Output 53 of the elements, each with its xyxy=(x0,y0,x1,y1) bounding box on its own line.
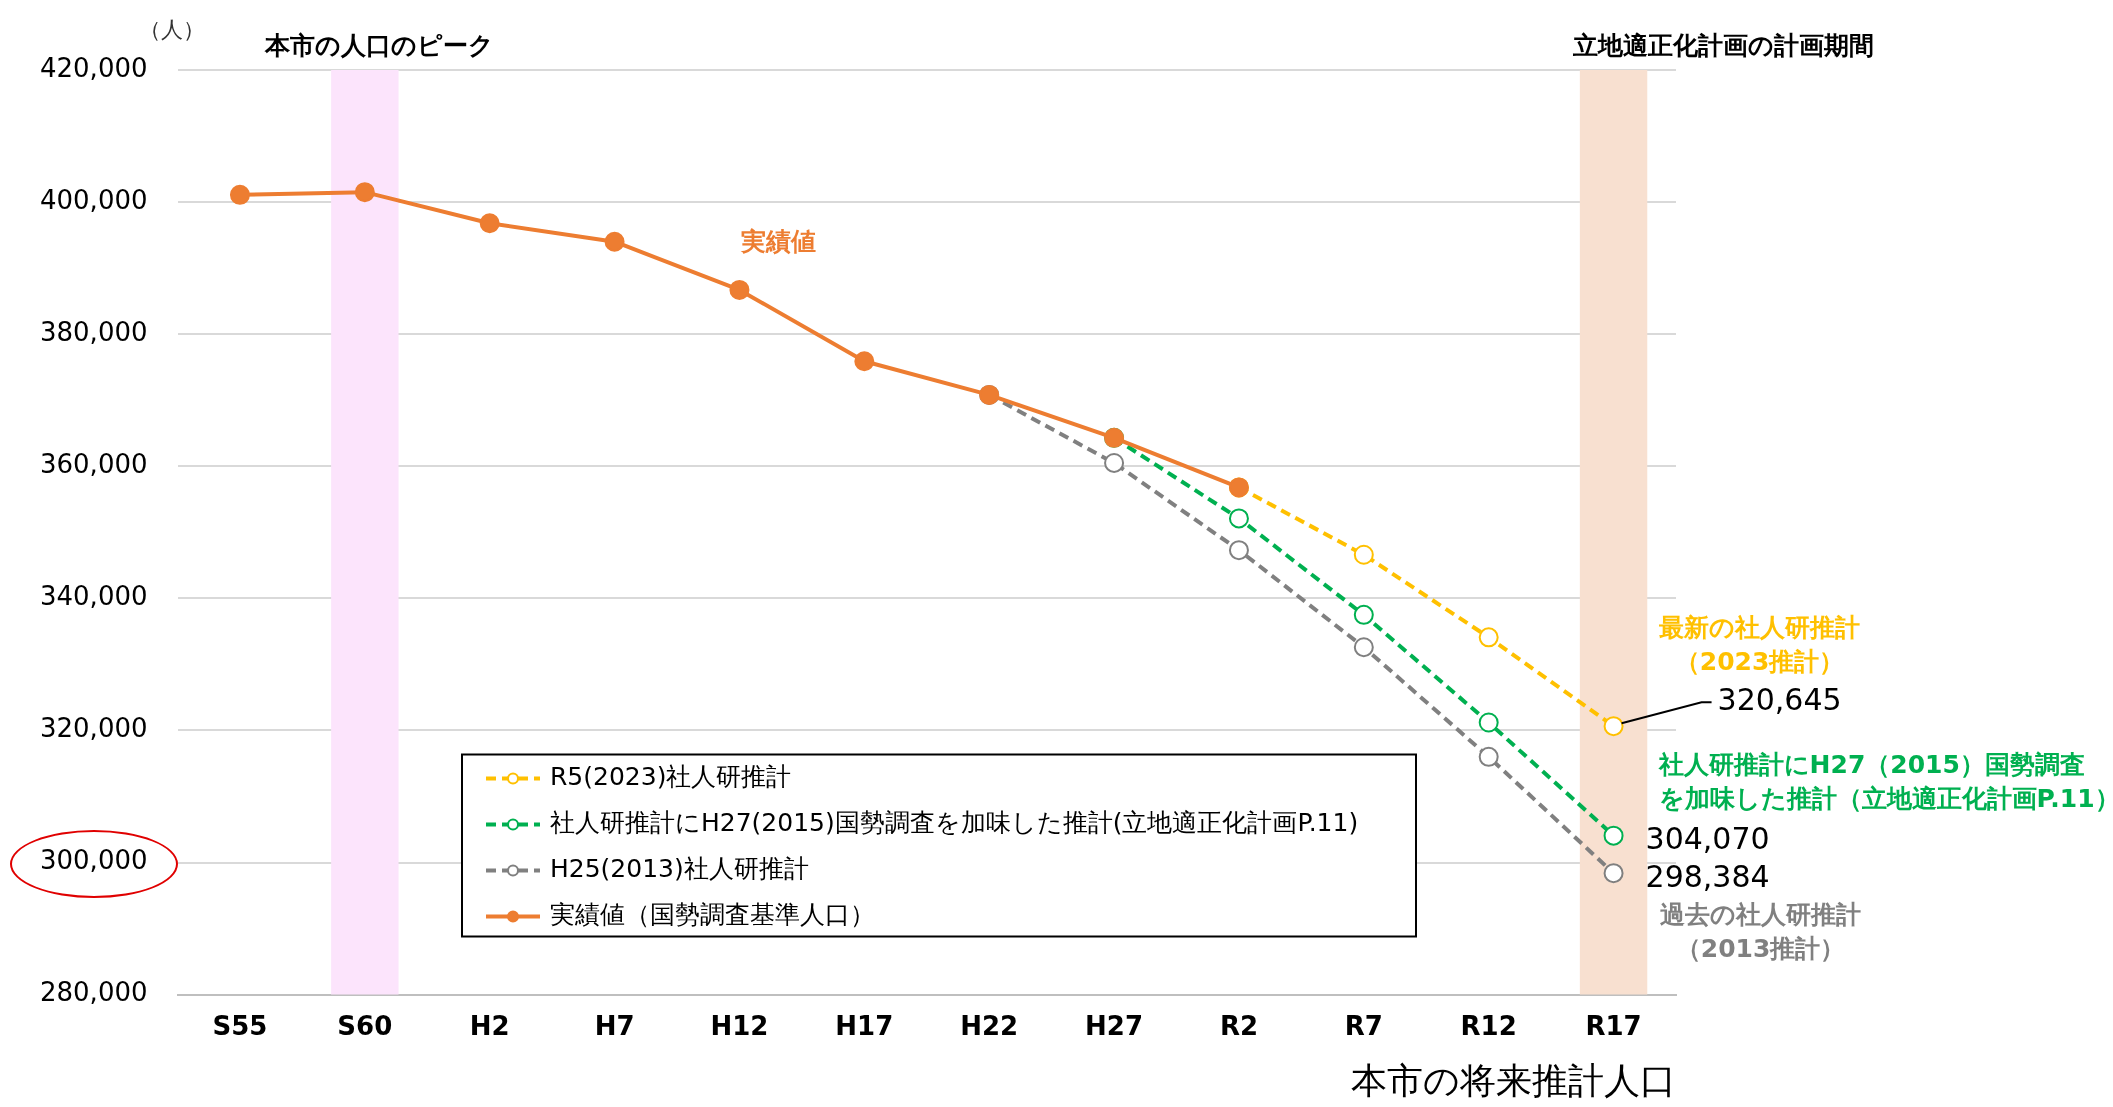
x-tick-label: R7 xyxy=(1344,1010,1383,1041)
annotation: 過去の社人研推計（2013推計） xyxy=(1660,899,1862,963)
text: 本市の将来推計人口 xyxy=(1351,1059,1676,1101)
point xyxy=(604,231,625,252)
legend-label: H25(2013)社人研推計 xyxy=(550,854,809,884)
annotation: 最新の社人研推計（2023推計） xyxy=(1658,612,1861,676)
legend-label: R5(2023)社人研推計 xyxy=(550,762,792,792)
y-tick-label: 300,000 xyxy=(39,845,148,876)
point xyxy=(1353,637,1374,658)
data-label: 304,070 xyxy=(1645,821,1770,857)
point xyxy=(1353,544,1374,565)
x-tick-label: H7 xyxy=(594,1010,635,1041)
point xyxy=(1228,540,1249,561)
data-label: 298,384 xyxy=(1645,858,1770,894)
point xyxy=(1603,863,1624,884)
x-tick-label: S60 xyxy=(337,1010,393,1041)
y-tick-label: 420,000 xyxy=(39,52,148,83)
point xyxy=(1603,825,1624,846)
point xyxy=(1104,452,1125,473)
point xyxy=(354,182,375,203)
x-tick-label: H12 xyxy=(710,1010,769,1041)
y-tick-label: 280,000 xyxy=(39,977,148,1008)
point xyxy=(1603,716,1624,737)
y-tick-label: 320,000 xyxy=(39,713,148,744)
point xyxy=(729,279,750,300)
x-tick-label: H27 xyxy=(1085,1010,1144,1041)
x-tick-label: R12 xyxy=(1460,1010,1517,1041)
point xyxy=(1478,746,1499,767)
y-tick-label: 380,000 xyxy=(39,316,148,347)
x-tick-label: S55 xyxy=(212,1010,268,1041)
x-tick-label: R2 xyxy=(1219,1010,1258,1041)
band-label: 立地適正化計画の計画期間 xyxy=(1572,31,1875,60)
legend-label: 実績値（国勢調査基準人口） xyxy=(550,900,875,930)
x-tick-label: H17 xyxy=(835,1010,894,1041)
y-tick-label: 400,000 xyxy=(39,184,148,215)
x-tick-label: H2 xyxy=(469,1010,510,1041)
point xyxy=(229,184,250,205)
band-label: 本市の人口のピーク xyxy=(264,31,495,60)
point xyxy=(1478,627,1499,648)
x-tick-label: H22 xyxy=(960,1010,1019,1041)
point xyxy=(1478,712,1499,733)
annotation: 実績値 xyxy=(739,226,816,256)
x-tick-label: R17 xyxy=(1585,1010,1642,1041)
y-tick-label: 360,000 xyxy=(39,449,148,480)
point xyxy=(1228,508,1249,529)
annotation: 社人研推計にH27（2015）国勢調査を加味した推計（立地適正化計画P.11） xyxy=(1657,750,2113,814)
point xyxy=(854,351,875,372)
point xyxy=(479,213,500,234)
point xyxy=(1353,604,1374,625)
legend-label: 社人研推計にH27(2015)国勢調査を加味した推計(立地適正化計画P.11) xyxy=(550,808,1359,838)
data-label: 320,645 xyxy=(1717,681,1842,717)
y-axis-title: （人） xyxy=(139,16,205,42)
y-tick-label: 340,000 xyxy=(39,581,148,612)
